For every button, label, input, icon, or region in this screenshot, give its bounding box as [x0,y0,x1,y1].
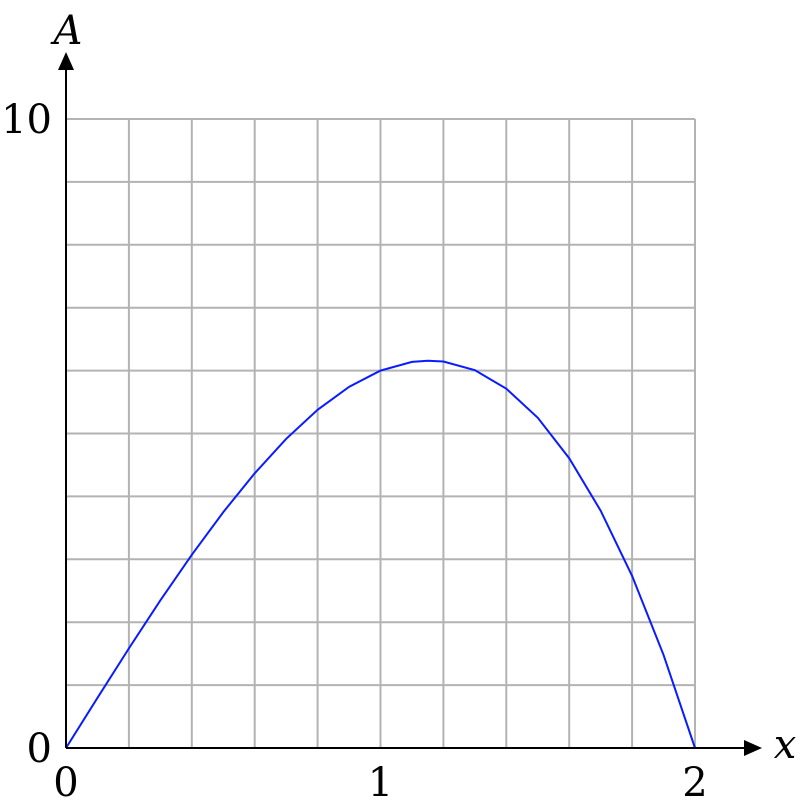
x-tick-label: 0 [53,760,78,806]
y-axis-arrow-icon [58,52,74,70]
y-tick-label: 10 [1,97,52,143]
x-axis-label: x [774,722,797,768]
axes [58,52,762,756]
y-tick-label: 0 [27,726,52,772]
x-axis-arrow-icon [744,740,762,756]
x-tick-label: 1 [368,760,393,806]
series-line [65,359,696,749]
tick-labels: 0 1 2 0 10 [1,97,708,806]
y-axis-label: A [50,8,83,54]
x-tick-label: 2 [682,760,707,806]
grid [65,118,696,749]
